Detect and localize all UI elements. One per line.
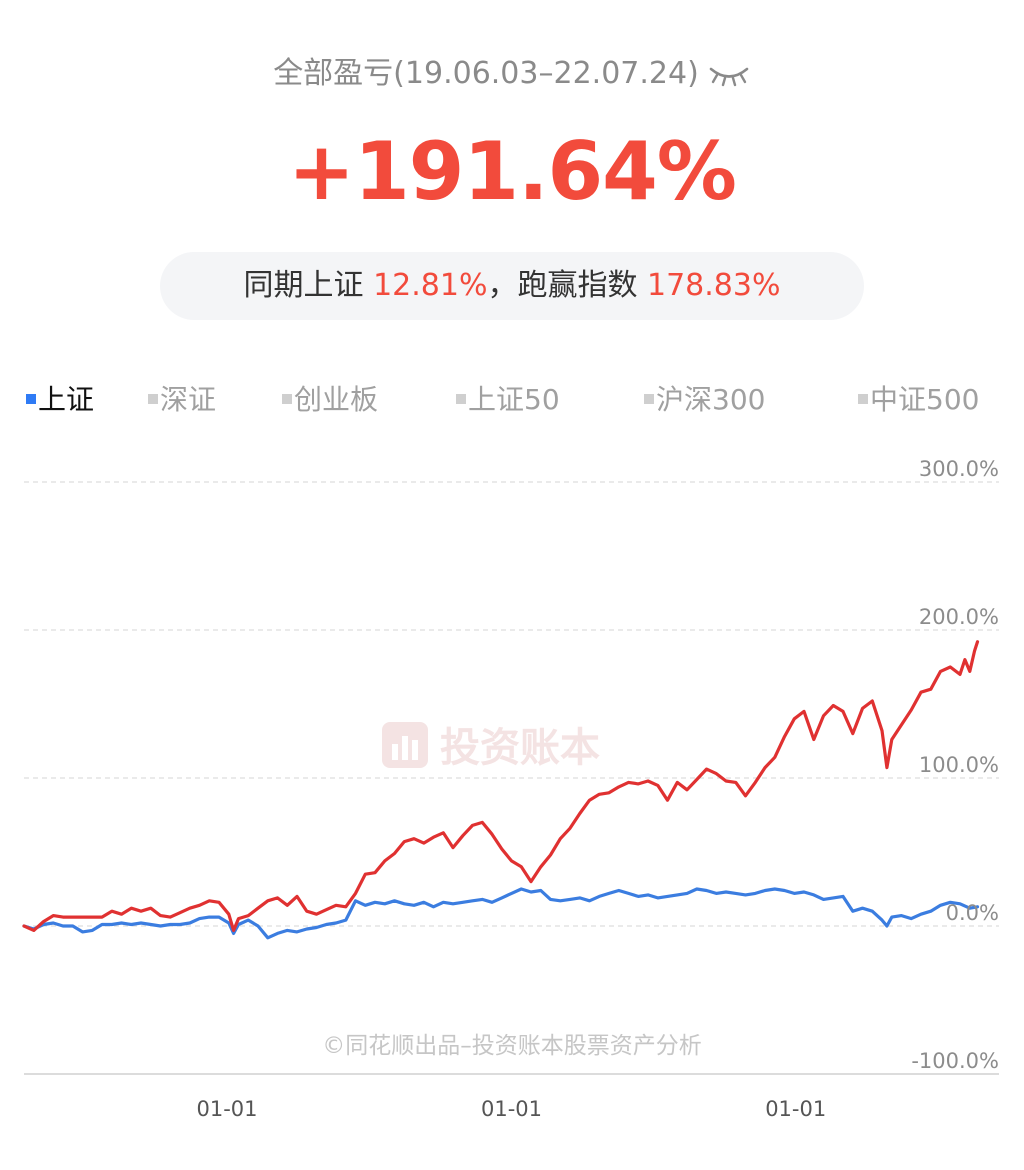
tab-chinext[interactable]: 创业板 (282, 378, 378, 422)
watermark-text: 投资账本 (440, 725, 600, 771)
tab-label: 沪深300 (656, 383, 766, 416)
total-return-value: +191.64% (288, 125, 737, 218)
index-tabs: 上证 深证 创业板 上证50 沪深300 中证500 (0, 378, 1024, 422)
y-tick-label: -100.0% (911, 1049, 999, 1073)
x-tick-label: 01-01 (196, 1097, 257, 1121)
tab-marker-icon (148, 394, 158, 404)
compare-value: 12.81% (373, 268, 488, 303)
y-tick-labels: 300.0% 200.0% 100.0% 0.0% -100.0% (911, 457, 999, 1073)
tab-marker-icon (456, 394, 466, 404)
tab-marker-icon (26, 394, 36, 404)
watermark-logo-bar (392, 744, 398, 760)
y-tick-label: 300.0% (919, 457, 999, 481)
tab-label: 上证 (38, 383, 95, 416)
tab-csi500[interactable]: 中证500 (858, 378, 979, 422)
tab-label: 创业板 (294, 383, 379, 416)
return-chart[interactable]: 投资账本 300.0% 200.0% 100.0% 0.0% -100.0% 01-01… (0, 440, 1024, 1140)
tab-label: 上证50 (468, 383, 560, 416)
tab-shanghai[interactable]: 上证 (26, 378, 94, 422)
watermark-logo-bar (402, 736, 408, 760)
index-line (22, 887, 980, 940)
footer-credit: ©同花顺出品–投资账本股票资产分析 (322, 1033, 702, 1059)
tab-marker-icon (644, 394, 654, 404)
y-tick-label: 200.0% (919, 605, 999, 629)
watermark: 投资账本 (382, 722, 600, 771)
tab-shenzhen[interactable]: 深证 (148, 378, 216, 422)
y-tick-label: 0.0% (946, 901, 999, 925)
index-comparison: 同期上证 12.81%，跑赢指数 178.83% (160, 252, 864, 320)
x-tick-label: 01-01 (481, 1097, 542, 1121)
x-tick-labels: 01-01 01-01 01-01 (196, 1097, 826, 1121)
watermark-logo-bar (412, 740, 418, 760)
tab-marker-icon (282, 394, 292, 404)
eye-closed-icon[interactable] (707, 60, 751, 90)
tab-marker-icon (858, 394, 868, 404)
compare-label: 同期上证 (243, 268, 364, 303)
tab-label: 中证500 (870, 383, 980, 416)
header-title-row: 全部盈亏(19.06.03–22.07.24) (0, 52, 1024, 96)
grid-lines (24, 481, 999, 927)
beat-label: ，跑赢指数 (487, 268, 638, 303)
series-lines (22, 640, 980, 940)
page-title: 全部盈亏(19.06.03–22.07.24) (273, 56, 699, 91)
x-tick-label: 01-01 (765, 1097, 826, 1121)
y-tick-label: 100.0% (919, 753, 999, 777)
tab-csi300[interactable]: 沪深300 (644, 378, 765, 422)
portfolio-line (22, 640, 980, 932)
beat-value: 178.83% (647, 268, 781, 303)
tab-label: 深证 (160, 383, 217, 416)
tab-sse50[interactable]: 上证50 (456, 378, 560, 422)
